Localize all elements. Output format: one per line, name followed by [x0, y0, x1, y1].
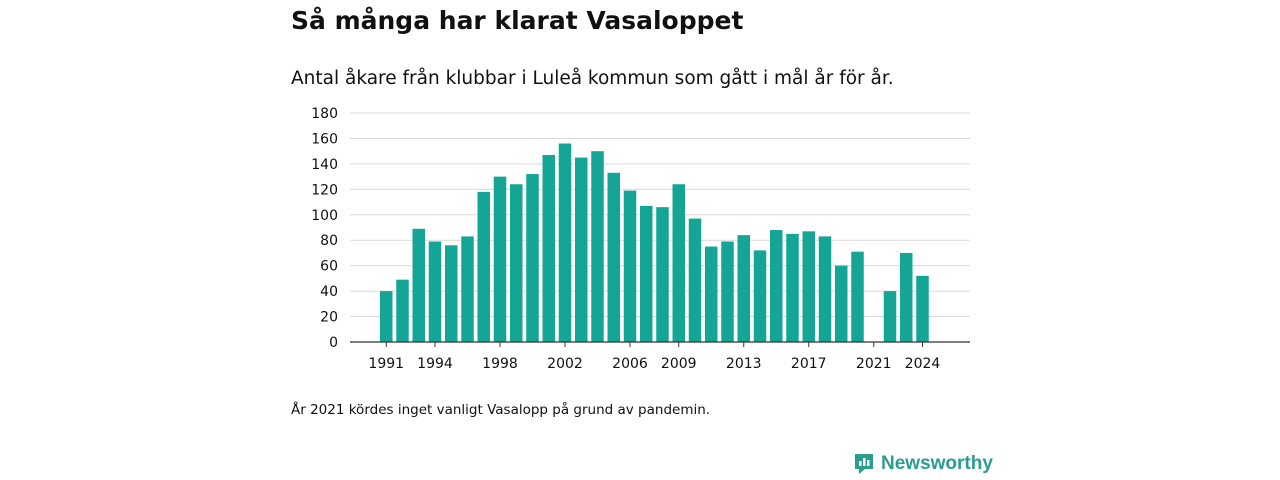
- bar-2010: [688, 218, 702, 342]
- bar-2001: [542, 154, 555, 342]
- bar-2009: [672, 184, 685, 342]
- chart-card: Så många har klarat Vasaloppet Antal åka…: [291, 0, 993, 480]
- bar-2007: [640, 205, 653, 342]
- x-tick-label: 1998: [482, 356, 518, 372]
- bars: [380, 143, 929, 342]
- y-tick-label: 100: [311, 208, 338, 224]
- x-tick-label: 2021: [856, 356, 892, 372]
- bar-2016: [786, 233, 799, 342]
- bar-1991: [380, 291, 393, 342]
- footnote: År 2021 kördes inget vanligt Vasalopp på…: [291, 402, 711, 418]
- x-tick-label: 2013: [726, 356, 762, 372]
- bar-2022: [883, 291, 897, 342]
- y-tick-label: 60: [320, 259, 338, 275]
- bar-2002: [558, 143, 572, 342]
- x-tick-label: 2024: [905, 356, 941, 372]
- bar-2020: [851, 251, 864, 342]
- brand-logo[interactable]: Newsworthy: [853, 452, 993, 476]
- y-tick-label: 0: [329, 335, 338, 351]
- bar-1998: [493, 176, 507, 342]
- bar-2015: [770, 230, 783, 342]
- brand-name: Newsworthy: [881, 453, 993, 474]
- bar-2004: [591, 151, 604, 342]
- bar-2000: [526, 174, 539, 342]
- y-tick-label: 180: [311, 106, 338, 122]
- bar-2013: [737, 235, 750, 342]
- y-axis-ticks: 0 20 40 60 80 100 120 140 160 180: [311, 106, 338, 351]
- x-tick-label: 2002: [547, 356, 583, 372]
- bar-2005: [607, 172, 620, 342]
- newsworthy-logo-icon: [855, 454, 873, 474]
- y-tick-label: 120: [311, 182, 338, 198]
- x-tick-label: 2009: [661, 356, 697, 372]
- bar-1999: [510, 184, 523, 342]
- bar-1993: [412, 228, 425, 342]
- bar-2019: [835, 265, 848, 342]
- chart-title: Så många har klarat Vasaloppet: [291, 6, 744, 35]
- bar-2008: [656, 207, 669, 342]
- y-tick-label: 20: [320, 310, 338, 326]
- bar-1995: [445, 245, 458, 342]
- bar-2011: [705, 246, 718, 342]
- y-tick-label: 160: [311, 131, 338, 147]
- bar-2014: [753, 250, 767, 342]
- x-tick-label: 2006: [612, 356, 648, 372]
- bar-chart: 0 20 40 60 80 100 120 140 160 180 1991 1994 1998 200…: [311, 106, 970, 372]
- bar-2017: [802, 231, 815, 342]
- bar-2006: [623, 190, 637, 342]
- bar-1996: [461, 236, 474, 342]
- y-tick-label: 80: [320, 233, 338, 249]
- bar-2023: [900, 252, 913, 342]
- x-axis-ticks: 1991 1994 1998 2002 2006 2009 2013 2017 2021 2024: [368, 342, 940, 372]
- x-tick-label: 2017: [791, 356, 827, 372]
- y-tick-label: 40: [320, 284, 338, 300]
- chart-subtitle: Antal åkare från klubbar i Luleå kommun …: [291, 68, 894, 89]
- x-tick-label: 1991: [368, 356, 404, 372]
- bar-2003: [575, 157, 588, 342]
- x-tick-label: 1994: [417, 356, 453, 372]
- y-tick-label: 140: [311, 157, 338, 173]
- bar-2012: [721, 241, 734, 342]
- bar-2024: [916, 275, 929, 342]
- bar-2018: [818, 236, 832, 342]
- bar-1994: [428, 241, 442, 342]
- bar-1997: [477, 191, 490, 342]
- bar-1992: [396, 279, 409, 342]
